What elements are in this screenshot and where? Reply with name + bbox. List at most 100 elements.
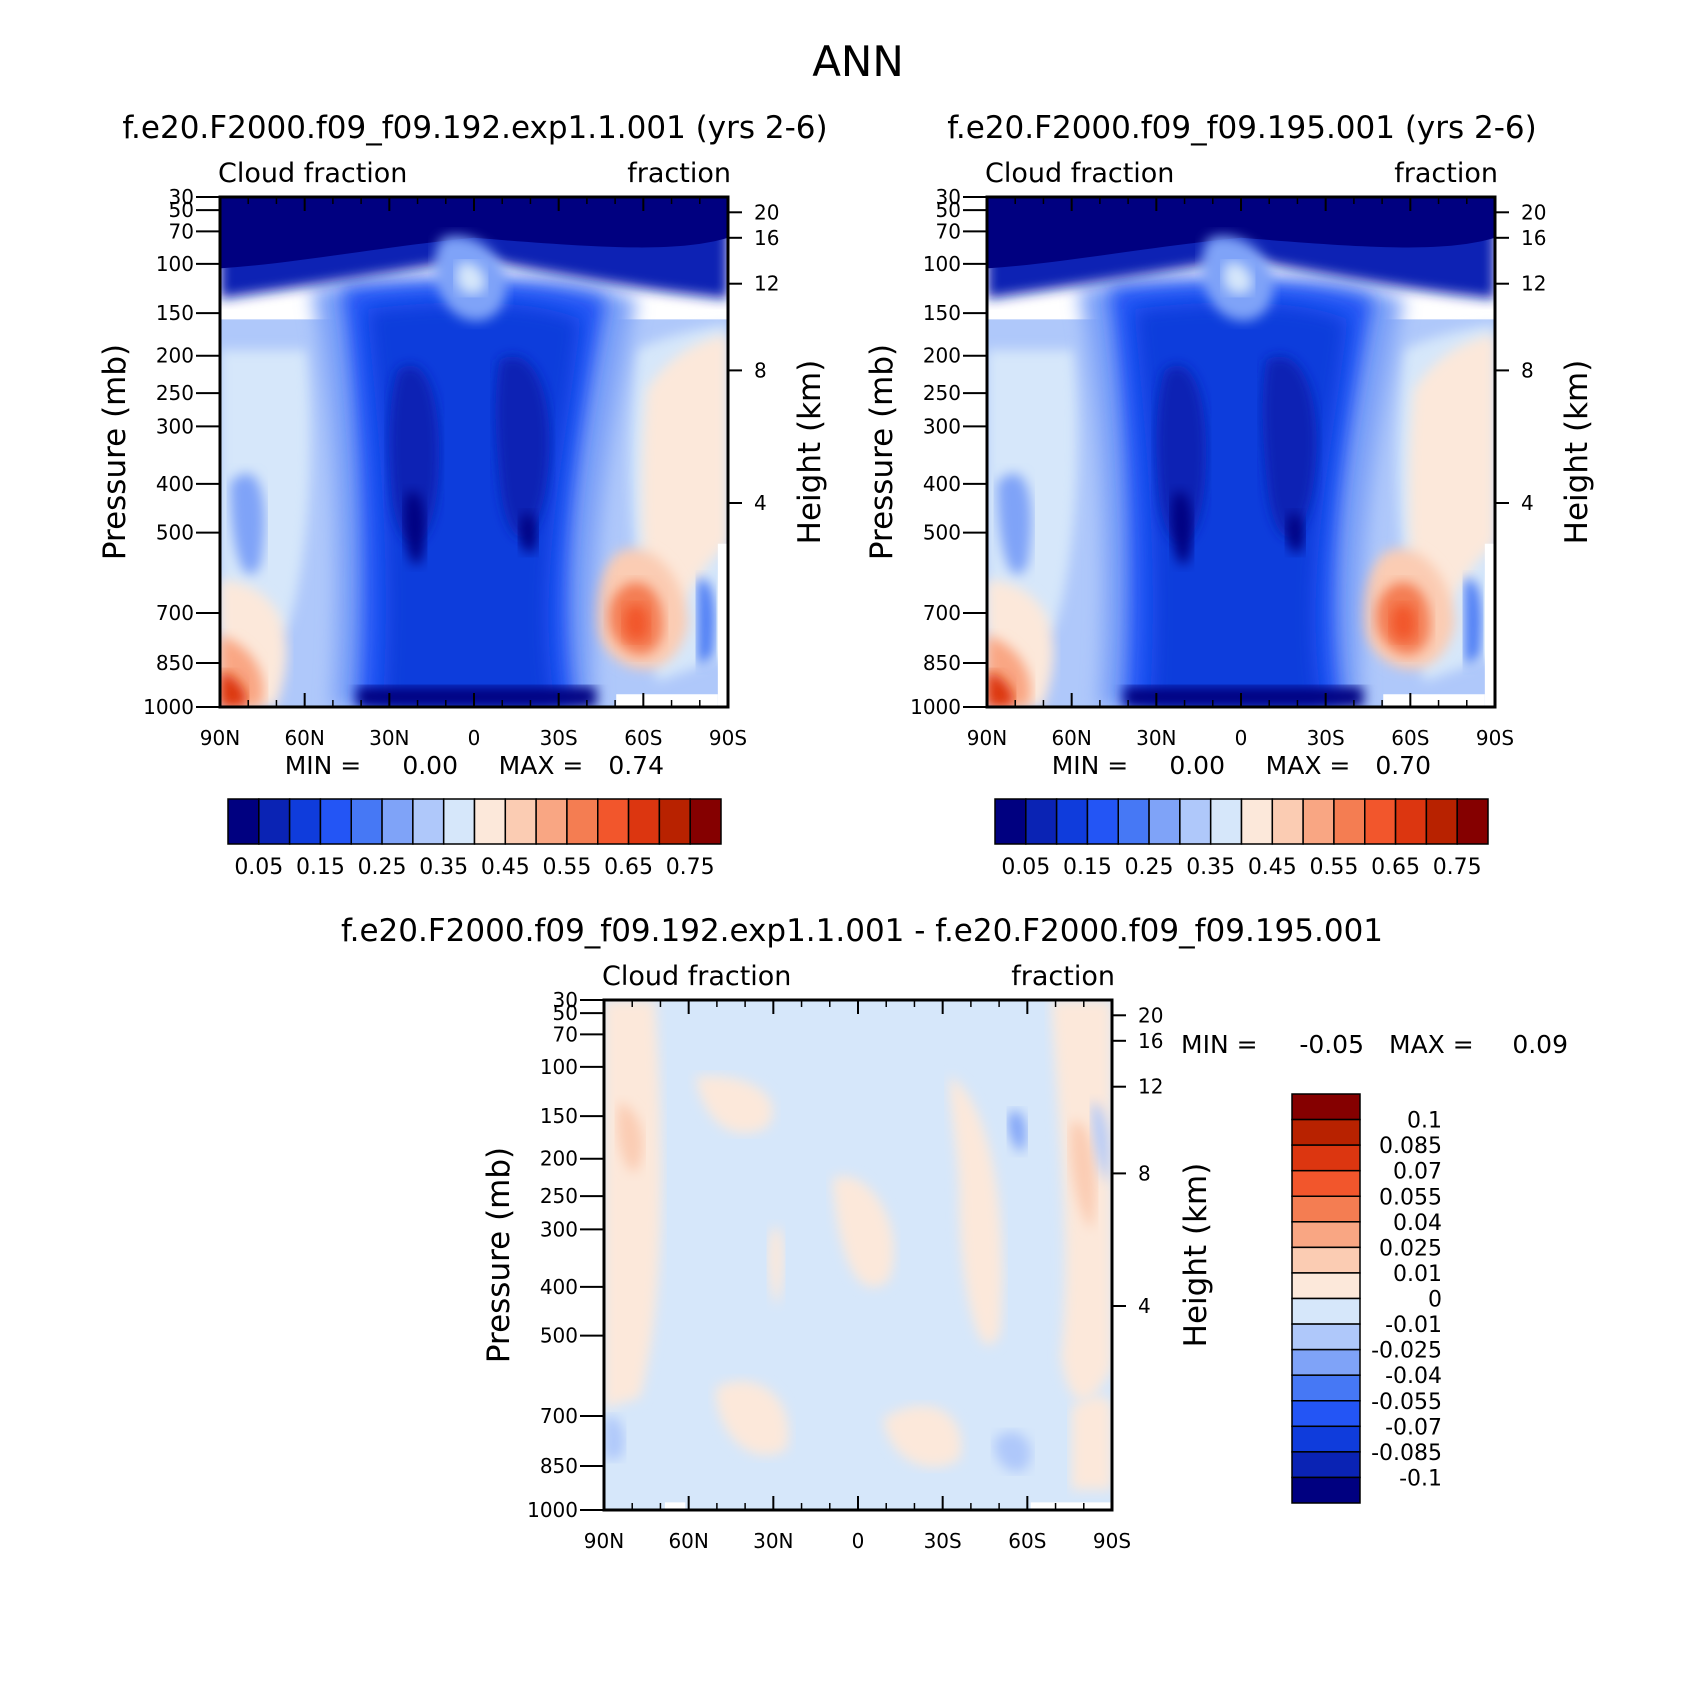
colorbar-swatch (1291, 1093, 1361, 1121)
colorbar-swatch (1291, 1246, 1361, 1274)
colorbar-swatch (473, 798, 507, 845)
height-tick-label: 8 (1521, 358, 1534, 382)
contour-region (1070, 1121, 1096, 1230)
x-tick-label: 30N (369, 726, 409, 750)
contour-region (1223, 262, 1253, 295)
x-tick-label: 0 (852, 1529, 865, 1553)
colorbar-label: 0 (1428, 1288, 1442, 1313)
height-tick-label: 8 (1138, 1161, 1151, 1185)
height-tick-label: 20 (1138, 1003, 1163, 1027)
contour-region (832, 1176, 894, 1288)
y-tick-label: 70 (936, 219, 961, 243)
colorbar-swatch (1291, 1451, 1361, 1479)
y-axis-label: Pressure (mb) (97, 344, 133, 560)
y-tick-label: 200 (923, 344, 961, 368)
colorbar-label: 0.085 (1379, 1134, 1442, 1159)
panel-title: f.e20.F2000.f09_f09.192.exp1.1.001 - f.e… (341, 913, 1383, 949)
y-tick-label: 700 (540, 1404, 578, 1428)
contour-region (1383, 694, 1485, 707)
contour-region (1390, 604, 1416, 641)
contour-region (883, 1405, 962, 1468)
colorbar-label: 0.01 (1393, 1262, 1442, 1287)
contour-region (1286, 512, 1304, 554)
contour-region (623, 604, 649, 641)
colorbar-swatch (597, 798, 630, 845)
min-label: MIN = (285, 751, 362, 780)
colorbar-label: -0.07 (1385, 1415, 1442, 1440)
x-tick-label: 90S (709, 726, 747, 750)
colorbar-swatch (227, 798, 260, 845)
y-tick-label: 400 (923, 472, 961, 496)
y-tick-label: 50 (936, 198, 961, 222)
y-tick-label: 50 (169, 198, 194, 222)
height-tick-label: 20 (754, 200, 779, 224)
colorbar-label: 0.07 (1393, 1160, 1442, 1185)
min-label: MIN = (1181, 1030, 1258, 1059)
max-value: 0.09 (1512, 1030, 1568, 1059)
y-tick-label: 400 (156, 472, 194, 496)
contour-region (1464, 578, 1482, 667)
colorbar-swatch (1209, 798, 1243, 845)
contour-region (695, 1075, 773, 1134)
colorbar-swatch (1456, 798, 1489, 845)
panel-model-192: f.e20.F2000.f09_f09.192.exp1.1.001 (yrs … (97, 110, 828, 880)
colorbar-label: 0.75 (1433, 855, 1482, 880)
colorbar-label: 0.25 (1125, 855, 1174, 880)
height-tick-label: 12 (754, 272, 779, 296)
colorbar-swatch (1364, 798, 1397, 845)
figure-title: ANN (812, 37, 904, 86)
contour-region (617, 1102, 644, 1174)
colorbar-label: 0.55 (1309, 855, 1358, 880)
y-tick-label: 1000 (910, 695, 961, 719)
left-subtitle: Cloud fraction (602, 961, 791, 992)
height-tick-label: 12 (1521, 272, 1546, 296)
y-tick-label: 500 (923, 521, 961, 545)
contour-region (456, 262, 486, 295)
colorbar-swatch (1240, 798, 1274, 845)
y-tick-label: 70 (553, 1022, 578, 1046)
x-tick-label: 0 (1235, 726, 1248, 750)
y-tick-label: 500 (540, 1324, 578, 1348)
y-tick-label: 700 (923, 601, 961, 625)
left-subtitle: Cloud fraction (218, 158, 407, 189)
contour-region (230, 473, 265, 575)
y-tick-label: 250 (156, 381, 194, 405)
y-tick-label: 100 (540, 1055, 578, 1079)
x-tick-label: 30N (753, 1529, 793, 1553)
max-value: 0.70 (1375, 751, 1431, 780)
max-label: MAX = (499, 751, 584, 780)
contour-region (768, 1227, 784, 1306)
contour-region (715, 1381, 789, 1456)
colorbar-swatch (1425, 798, 1458, 845)
colorbar-swatch (1291, 1476, 1361, 1504)
x-tick-label: 60S (624, 726, 662, 750)
contour-region (1171, 491, 1193, 565)
right-axis-label: Height (km) (792, 360, 828, 545)
panel-model-195: f.e20.F2000.f09_f09.195.001 (yrs 2-6) Cl… (864, 110, 1595, 880)
max-label: MAX = (1266, 751, 1351, 780)
contour-region (949, 1076, 1003, 1346)
contour-region (389, 365, 440, 543)
colorbar-swatch (442, 798, 476, 845)
contour-region (1262, 356, 1317, 538)
left-subtitle: Cloud fraction (985, 158, 1174, 189)
colorbar-label: 0.04 (1393, 1211, 1442, 1236)
contour-region (604, 1000, 662, 1408)
y-tick-label: 70 (169, 219, 194, 243)
colorbar-swatch (504, 798, 537, 845)
right-axis-label: Height (km) (1559, 360, 1595, 545)
height-tick-label: 4 (754, 491, 767, 515)
colorbar-label: 0.15 (296, 855, 345, 880)
x-tick-label: 60N (668, 1529, 708, 1553)
contour-region (1071, 1396, 1112, 1490)
contour-field (220, 197, 728, 707)
colorbar-swatch (1291, 1323, 1361, 1351)
colorbar-swatch (1291, 1297, 1361, 1325)
y-tick-label: 400 (540, 1275, 578, 1299)
colorbar-label: 0.05 (234, 855, 283, 880)
panel-difference: f.e20.F2000.f09_f09.192.exp1.1.001 - f.e… (341, 913, 1568, 1553)
colorbar-label: 0.65 (1371, 855, 1420, 880)
